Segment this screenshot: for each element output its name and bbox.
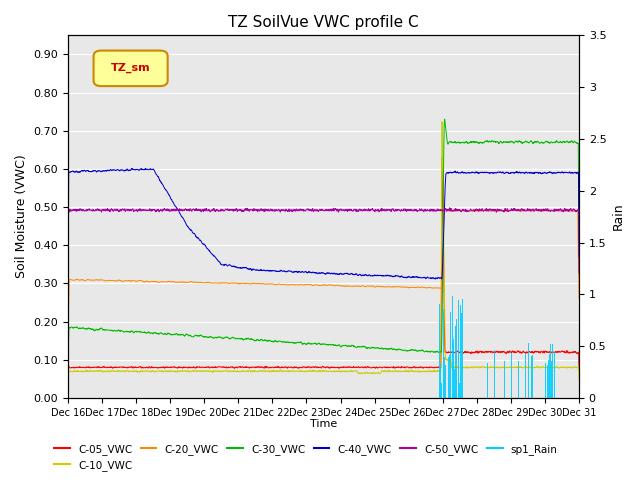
Title: TZ SoilVue VWC profile C: TZ SoilVue VWC profile C — [228, 15, 419, 30]
X-axis label: Time: Time — [310, 419, 337, 429]
Y-axis label: Rain: Rain — [612, 203, 625, 230]
FancyBboxPatch shape — [93, 50, 168, 86]
Y-axis label: Soil Moisture (VWC): Soil Moisture (VWC) — [15, 155, 28, 278]
Text: TZ_sm: TZ_sm — [111, 63, 150, 73]
Legend: C-05_VWC, C-10_VWC, C-20_VWC, C-30_VWC, C-40_VWC, C-50_VWC, sp1_Rain: C-05_VWC, C-10_VWC, C-20_VWC, C-30_VWC, … — [50, 439, 562, 475]
